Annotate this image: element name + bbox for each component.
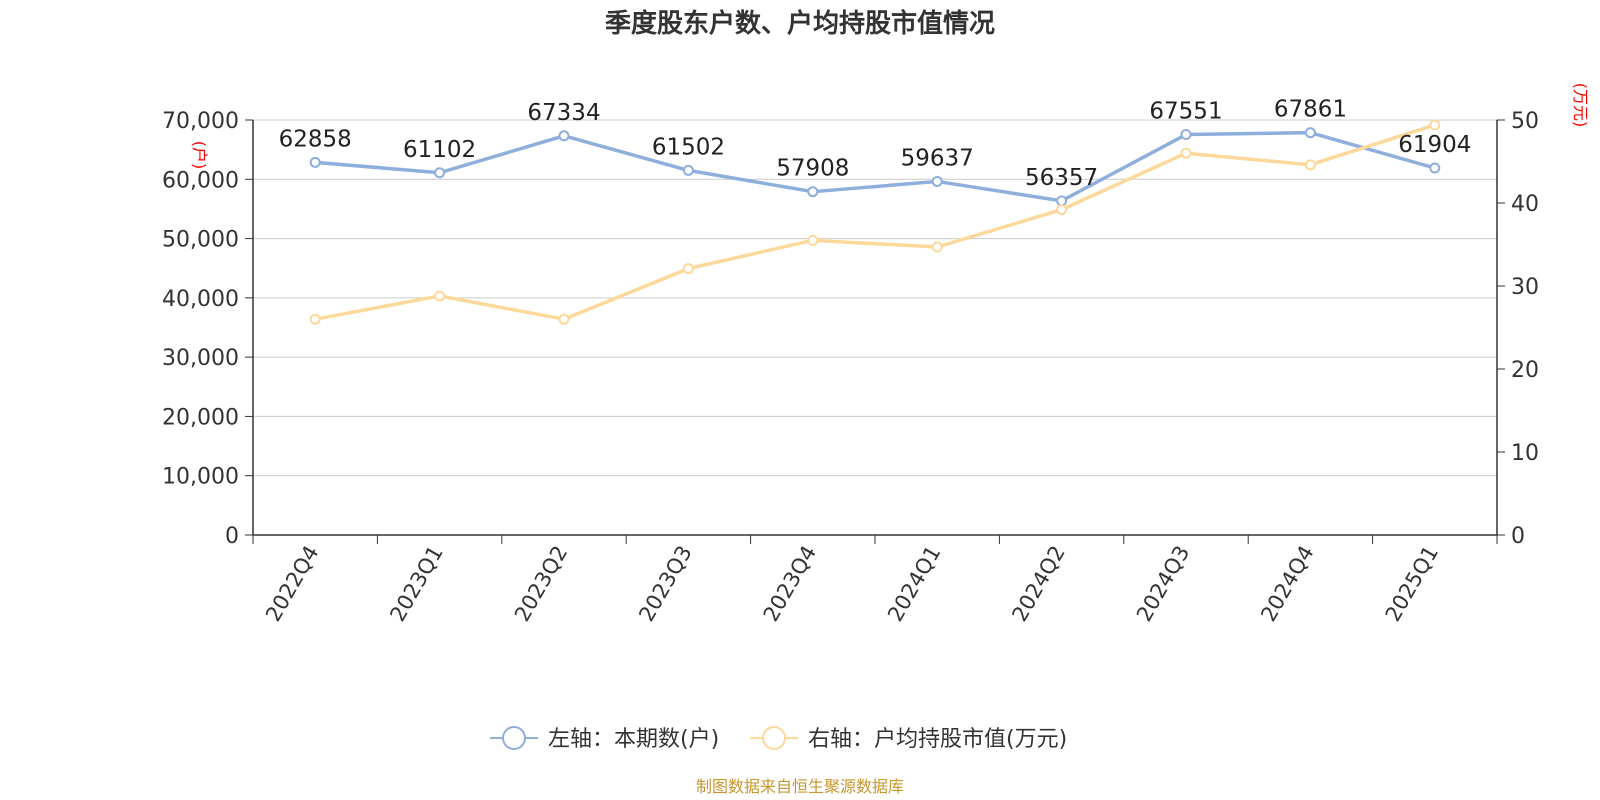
holders-point [1180,129,1192,141]
right-axis-tick-label: 30 [1511,275,1539,300]
holders-point [1429,162,1441,174]
x-axis-tick-label: 2024Q3 [1132,542,1194,626]
x-axis-tick-label: 2024Q4 [1256,542,1318,626]
avg-value-point [807,234,819,246]
legend[interactable]: 左轴：本期数(户) 右轴：户均持股市值(万元) [490,726,1067,752]
holders-point [1056,195,1068,207]
holders-point [682,164,694,176]
avg-value-point [1180,147,1192,159]
x-axis-tick-label: 2022Q4 [261,542,323,626]
avg-value-point [434,290,446,302]
x-axis-tick-label: 2023Q3 [634,542,696,626]
data-labels-layer: 62858 61102 67334 61502 57908 59637 56357 67551… [279,97,1472,191]
legend-label: 右轴：户均持股市值(万元) [808,727,1067,752]
avg-value-point [1429,119,1441,131]
data-label: 61102 [403,137,476,163]
right-axis-tick-label: 20 [1511,358,1539,383]
data-label: 62858 [279,126,352,152]
legend-marker [762,726,786,750]
data-label: 61904 [1398,132,1471,158]
data-label: 61502 [652,134,725,160]
data-label: 57908 [776,156,849,182]
data-label: 67551 [1149,99,1222,125]
left-axis-tick-label: 20,000 [162,405,239,430]
right-axis-unit: (万元) [1571,83,1590,128]
legend-marker [502,726,526,750]
holders-point [434,167,446,179]
right-axis-tick-label: 40 [1511,192,1539,217]
avg-value-point [931,241,943,253]
avg-value-point [558,313,570,325]
x-axis-tick-label: 2023Q1 [385,542,447,626]
avg-value-point [1056,204,1068,216]
left-axis-tick-label: 0 [225,524,239,549]
data-label: 59637 [901,145,974,171]
left-axis-tick-label: 60,000 [162,168,239,193]
holders-point [1304,127,1316,139]
holders-point [309,156,321,168]
avg-value-point [682,263,694,275]
axes-layer: 0 10,000 20,000 30,000 40,000 50,000 60,000 70,… [162,83,1590,626]
left-axis-tick-label: 10,000 [162,465,239,490]
left-axis-tick-label: 40,000 [162,287,239,312]
source-note: 制图数据来自恒生聚源数据库 [696,777,904,796]
legend-item-avg-value[interactable]: 右轴：户均持股市值(万元) [750,726,1067,752]
avg-value-point [309,313,321,325]
x-axis-tick-label: 2025Q1 [1381,542,1443,626]
data-label: 67334 [527,100,600,126]
holders-point [931,175,943,187]
grid-layer [253,119,1497,477]
legend-item-holders[interactable]: 左轴：本期数(户) [490,726,719,752]
right-axis-tick-label: 0 [1511,524,1525,549]
x-axis-tick-label: 2023Q4 [759,542,821,626]
legend-label: 左轴：本期数(户) [548,727,719,752]
x-axis-tick-label: 2024Q1 [883,542,945,626]
data-label: 56357 [1025,165,1098,191]
right-axis-tick-label: 50 [1511,109,1539,134]
left-axis-tick-label: 30,000 [162,346,239,371]
series-layer [309,119,1441,325]
chart-title: 季度股东户数、户均持股市值情况 [605,8,995,39]
left-axis-tick-label: 70,000 [162,109,239,134]
x-axis-tick-label: 2024Q2 [1007,542,1069,626]
left-axis-unit: (户) [190,141,209,170]
avg-value-point [1304,159,1316,171]
right-axis-tick-label: 10 [1511,441,1539,466]
data-label: 67861 [1274,97,1347,123]
holders-line [315,130,1436,203]
x-axis-tick-label: 2023Q2 [510,542,572,626]
holders-point [558,130,570,142]
left-axis-tick-label: 50,000 [162,228,239,253]
avg-value-line [314,123,1436,321]
holders-point [807,186,819,198]
